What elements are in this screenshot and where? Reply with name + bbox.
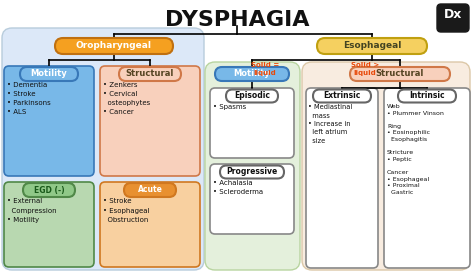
Text: Extrinsic: Extrinsic [323,92,361,101]
FancyBboxPatch shape [4,66,94,176]
Text: Web
• Plummer Vinson

Ring
• Eosinophilic
  Esophagitis

Stricture
• Peptic

Can: Web • Plummer Vinson Ring • Eosinophilic… [387,104,444,195]
Text: • Achalasia
• Scleroderma: • Achalasia • Scleroderma [213,180,263,195]
Text: • Spasms: • Spasms [213,104,246,110]
FancyBboxPatch shape [100,182,200,267]
Text: Dx: Dx [444,7,462,21]
FancyBboxPatch shape [220,165,284,178]
Text: Solid =
liquid: Solid = liquid [251,62,279,76]
Text: Episodic: Episodic [234,92,270,101]
FancyBboxPatch shape [20,67,78,81]
FancyBboxPatch shape [205,62,300,270]
FancyBboxPatch shape [226,90,278,102]
FancyBboxPatch shape [2,28,204,270]
FancyBboxPatch shape [119,67,181,81]
Text: EGD (-): EGD (-) [34,185,64,195]
Text: • External
  Compression
• Motility: • External Compression • Motility [7,198,56,223]
Text: Motility: Motility [31,70,67,78]
FancyBboxPatch shape [124,183,176,197]
Text: Acute: Acute [137,185,163,195]
FancyBboxPatch shape [215,67,289,81]
Text: Structural: Structural [126,70,174,78]
Text: Intrinsic: Intrinsic [409,92,445,101]
Text: Motility: Motility [234,70,270,78]
Text: • Stroke
• Esophageal
  Obstruction: • Stroke • Esophageal Obstruction [103,198,149,223]
Text: Progressive: Progressive [227,167,278,176]
FancyBboxPatch shape [55,38,173,54]
Text: Solid >
liquid: Solid > liquid [351,62,379,76]
FancyBboxPatch shape [350,67,450,81]
FancyBboxPatch shape [398,90,456,102]
FancyBboxPatch shape [210,88,294,158]
FancyBboxPatch shape [302,62,470,270]
FancyBboxPatch shape [100,66,200,176]
Text: DYSPHAGIA: DYSPHAGIA [165,10,309,30]
FancyBboxPatch shape [313,90,371,102]
FancyBboxPatch shape [317,38,427,54]
FancyBboxPatch shape [23,183,75,197]
Text: • Dementia
• Stroke
• Parkinsons
• ALS: • Dementia • Stroke • Parkinsons • ALS [7,82,51,115]
FancyBboxPatch shape [210,164,294,234]
FancyBboxPatch shape [4,182,94,267]
Text: • Zenkers
• Cervical
  osteophytes
• Cancer: • Zenkers • Cervical osteophytes • Cance… [103,82,150,115]
Text: Oropharyngeal: Oropharyngeal [76,41,152,50]
FancyBboxPatch shape [384,88,470,268]
Text: • Mediastinal
  mass
• Increase in
  left atrium
  size: • Mediastinal mass • Increase in left at… [308,104,352,144]
FancyBboxPatch shape [437,4,469,32]
Text: Structural: Structural [376,70,424,78]
Text: Esophageal: Esophageal [343,41,401,50]
FancyBboxPatch shape [306,88,378,268]
